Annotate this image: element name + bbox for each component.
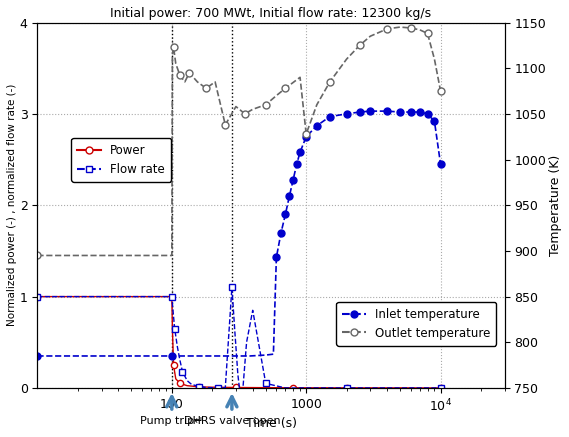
X-axis label: Time (s): Time (s) [246, 417, 296, 430]
Title: Initial power: 700 MWt, Initial flow rate: 12300 kg/s: Initial power: 700 MWt, Initial flow rat… [110, 7, 432, 20]
Legend: Inlet temperature, Outlet temperature: Inlet temperature, Outlet temperature [336, 302, 496, 346]
Y-axis label: Normalized power (-) , normalized flow rate (-): Normalized power (-) , normalized flow r… [7, 84, 17, 326]
Y-axis label: Temperature (K): Temperature (K) [549, 155, 562, 256]
Text: Pump trip↵: Pump trip↵ [140, 416, 204, 427]
Text: DHRS valve open: DHRS valve open [184, 416, 280, 427]
